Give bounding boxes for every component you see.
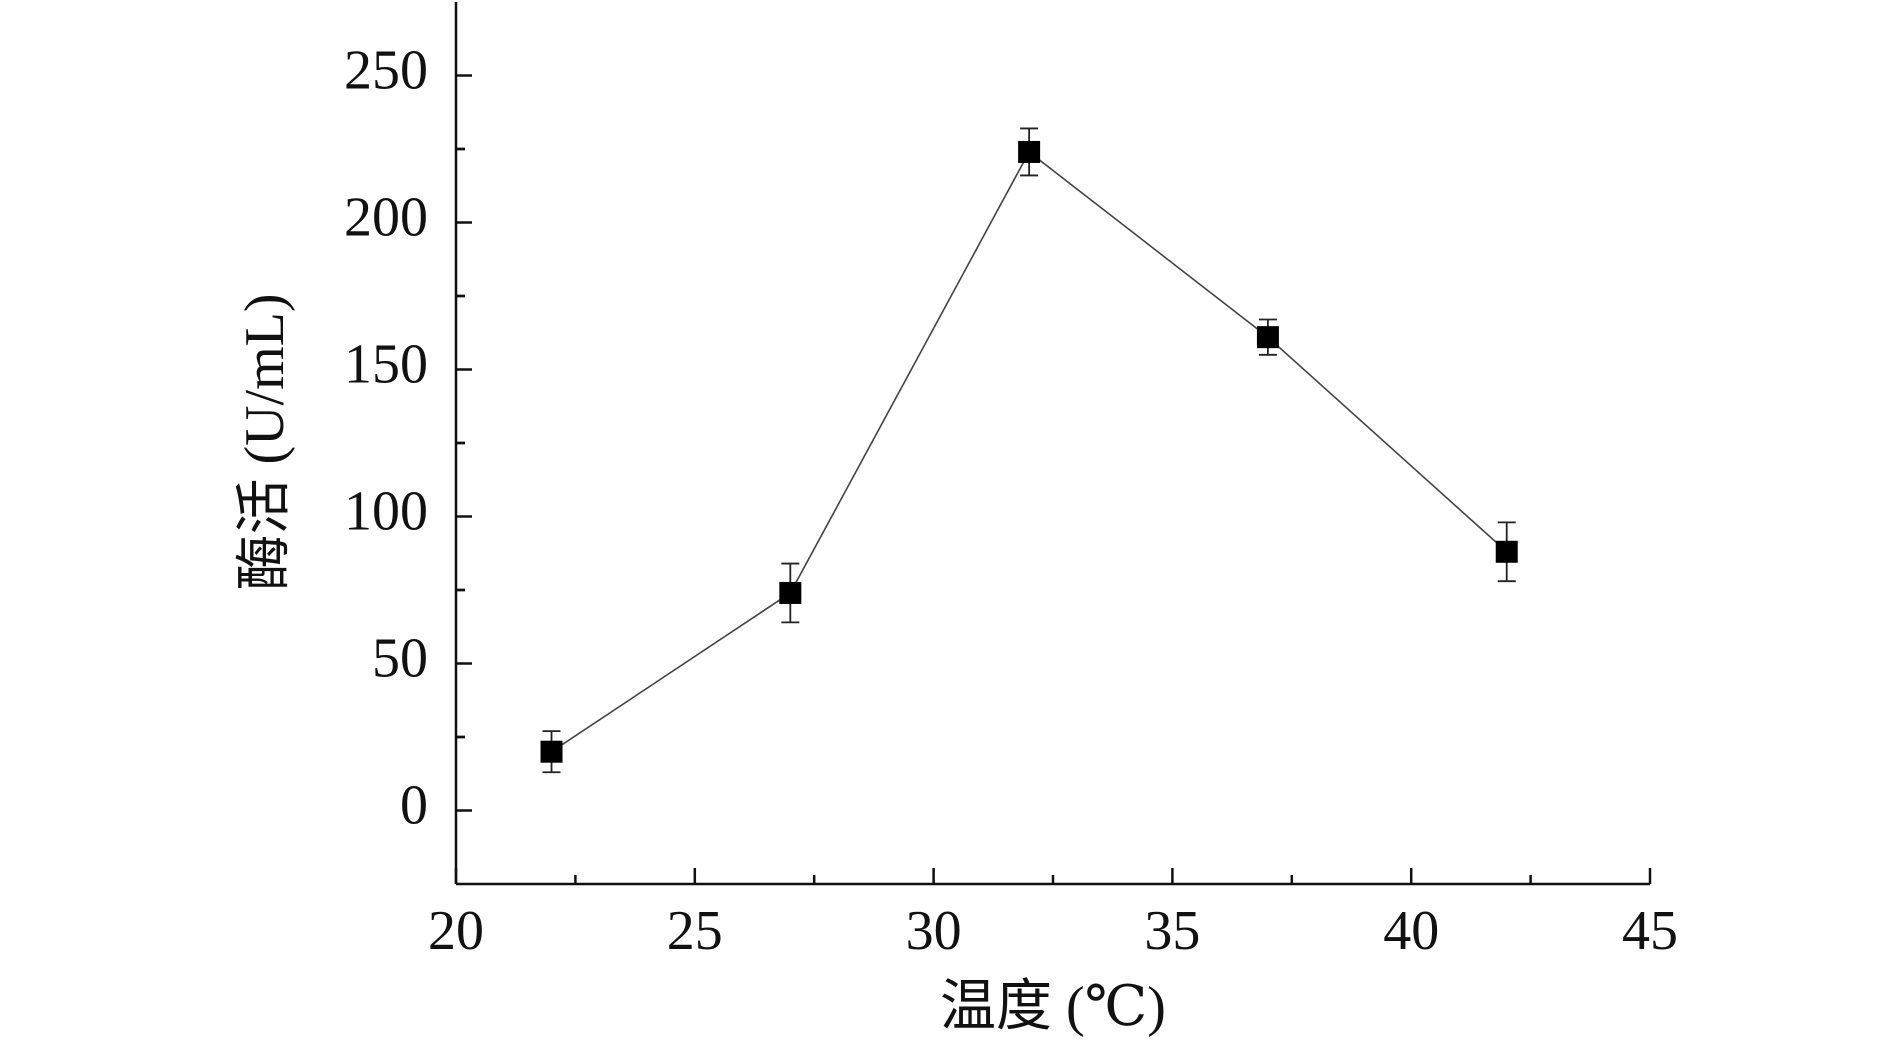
x-tick-label: 20 — [428, 900, 484, 962]
marker — [779, 581, 802, 604]
y-tick-label: 0 — [400, 774, 428, 836]
marker — [1495, 540, 1518, 563]
data-line — [551, 150, 1508, 753]
x-tick-label: 45 — [1622, 900, 1678, 962]
y-tick-label: 200 — [344, 186, 428, 248]
y-axis-label: 酶活 (U/mL) — [234, 293, 296, 590]
marker — [540, 740, 563, 763]
x-tick-label: 25 — [667, 900, 723, 962]
x-tick-label: 40 — [1383, 900, 1439, 962]
x-tick-label: 35 — [1144, 900, 1200, 962]
marker — [1256, 326, 1279, 349]
marker — [1018, 140, 1041, 163]
y-tick-label: 50 — [372, 627, 428, 689]
y-tick-label: 250 — [344, 39, 428, 101]
x-tick-label: 30 — [906, 900, 962, 962]
y-tick-label: 150 — [344, 333, 428, 395]
y-tick-label: 100 — [344, 480, 428, 542]
x-axis-label: 温度 (℃) — [940, 976, 1166, 1038]
